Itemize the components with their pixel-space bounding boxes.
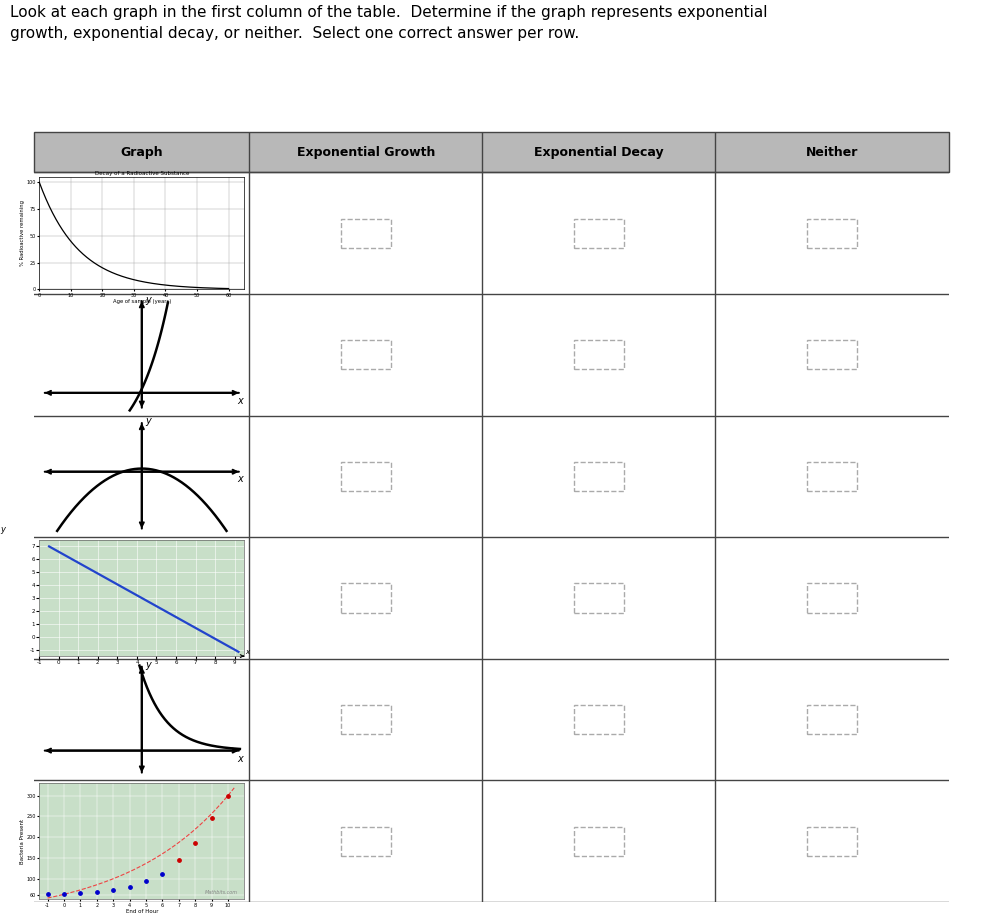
Point <box>203 811 219 825</box>
Point <box>220 788 236 803</box>
Text: x: x <box>237 474 243 484</box>
Bar <box>341 583 391 613</box>
Point <box>187 836 202 851</box>
Text: Exponential Growth: Exponential Growth <box>297 146 435 159</box>
Point <box>105 883 121 897</box>
Y-axis label: % Radioactive remaining: % Radioactive remaining <box>20 200 26 267</box>
Bar <box>341 826 391 855</box>
Point <box>73 886 88 900</box>
Point <box>7 887 23 902</box>
Text: Mathbits.com: Mathbits.com <box>205 889 238 895</box>
Point <box>138 874 153 888</box>
Bar <box>574 341 624 370</box>
Text: y: y <box>145 416 151 426</box>
Text: Exponential Decay: Exponential Decay <box>534 146 664 159</box>
Bar <box>574 462 624 491</box>
Bar <box>34 132 949 173</box>
Bar <box>807 705 857 734</box>
Point <box>39 887 55 902</box>
Bar <box>341 462 391 491</box>
Text: y: y <box>145 295 151 305</box>
Text: Look at each graph in the first column of the table.  Determine if the graph rep: Look at each graph in the first column o… <box>10 5 768 40</box>
Bar <box>341 705 391 734</box>
Bar <box>807 462 857 491</box>
Bar <box>807 583 857 613</box>
Y-axis label: Bacteria Present: Bacteria Present <box>20 819 26 864</box>
Bar <box>574 218 624 247</box>
Text: x: x <box>246 648 250 655</box>
Bar <box>574 826 624 855</box>
Text: x: x <box>237 754 243 763</box>
Text: y: y <box>145 660 151 670</box>
Bar <box>341 341 391 370</box>
Bar <box>341 218 391 247</box>
Point <box>56 887 72 902</box>
Point <box>88 885 104 899</box>
Title: Decay of a Radioactive Substance: Decay of a Radioactive Substance <box>94 171 189 176</box>
Bar <box>574 583 624 613</box>
Bar <box>574 705 624 734</box>
X-axis label: Age of sample (years): Age of sample (years) <box>113 299 171 304</box>
Bar <box>807 341 857 370</box>
Text: Graph: Graph <box>121 146 163 159</box>
X-axis label: End of Hour: End of Hour <box>126 909 158 913</box>
Bar <box>807 826 857 855</box>
Point <box>154 867 170 882</box>
Point <box>122 879 138 894</box>
Point <box>171 853 187 867</box>
Point <box>24 887 39 902</box>
Text: y: y <box>0 525 5 534</box>
Bar <box>807 218 857 247</box>
Text: Neither: Neither <box>806 146 858 159</box>
Text: x: x <box>237 396 243 406</box>
